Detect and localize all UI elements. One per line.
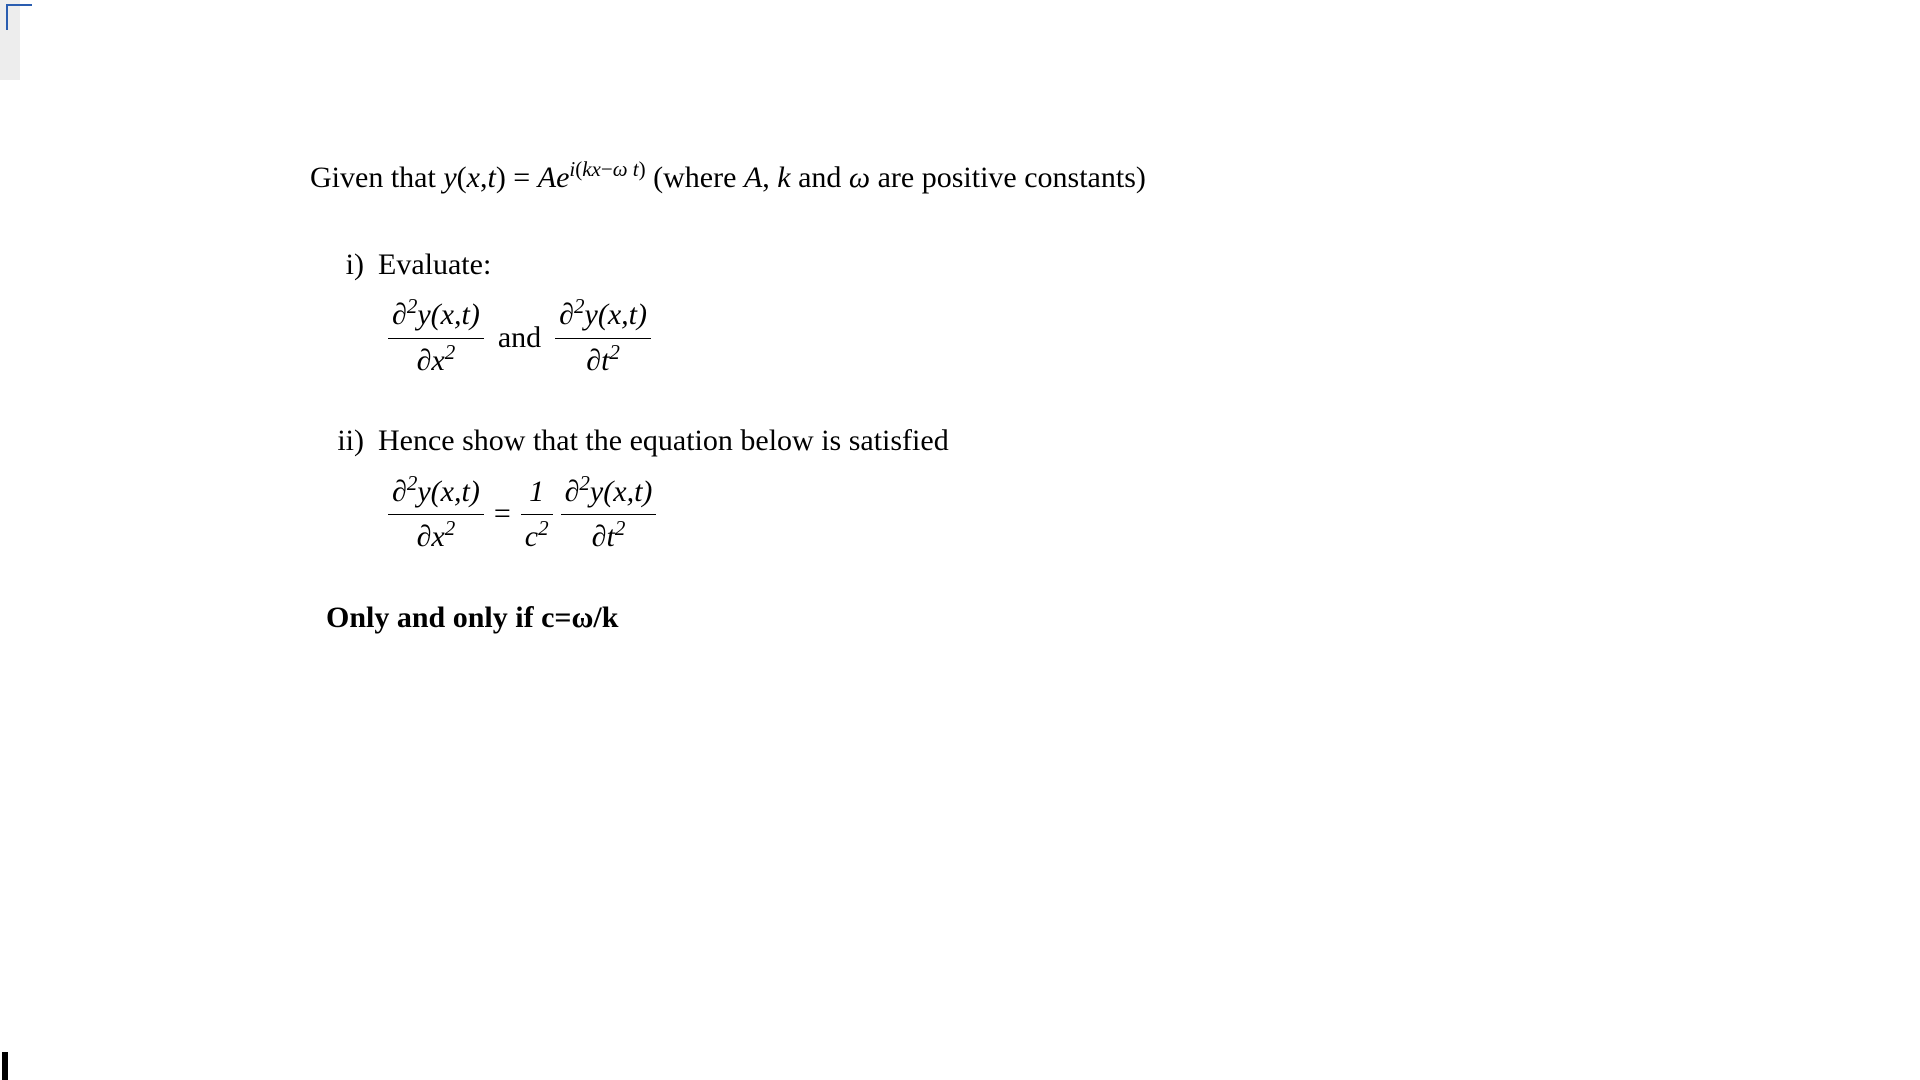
part-i-frac1-den: ∂x2 <box>388 339 484 382</box>
part-ii-lhs: ∂2y(x,t) ∂x2 <box>388 472 484 558</box>
given-line: Given that y(x,t) = Aei(kx−ω t) (where A… <box>310 158 1510 199</box>
document-content: Given that y(x,t) = Aei(kx−ω t) (where A… <box>310 158 1510 638</box>
part-ii-rhs: ∂2y(x,t) ∂t2 <box>561 472 657 558</box>
given-prefix: Given that <box>310 161 443 194</box>
page: Given that y(x,t) = Aei(kx−ω t) (where A… <box>0 0 1920 1080</box>
part-i-body: Evaluate: ∂2y(x,t) ∂x2 and ∂2y(x,t) ∂t2 <box>378 245 1510 382</box>
equals-sign: = <box>484 494 521 535</box>
part-ii-body: Hence show that the equation below is sa… <box>378 421 1510 558</box>
part-i-frac1: ∂2y(x,t) ∂x2 <box>388 295 484 381</box>
part-i-and: and <box>484 318 555 359</box>
given-suffix: (where A, k and ω are positive constants… <box>653 161 1146 194</box>
part-ii-lhs-num: ∂2y(x,t) <box>388 472 484 516</box>
part-i-label: Evaluate: <box>378 245 1510 286</box>
part-i-frac2-den: ∂t2 <box>555 339 651 382</box>
part-ii-label: Hence show that the equation below is sa… <box>378 421 1510 462</box>
part-ii-equation: ∂2y(x,t) ∂x2 = 1 c2 ∂2y(x,t) ∂t2 <box>388 472 1510 558</box>
part-ii-roman: ii) <box>310 421 378 462</box>
part-ii-rhs-num: ∂2y(x,t) <box>561 472 657 516</box>
condition-line: Only and only if c=ω/k <box>326 598 1510 639</box>
part-i: i) Evaluate: ∂2y(x,t) ∂x2 and ∂2y(x,t) ∂… <box>310 245 1510 382</box>
part-ii-coeff: 1 c2 <box>521 472 553 558</box>
part-ii-coeff-num: 1 <box>521 472 553 516</box>
part-ii-coeff-den: c2 <box>521 515 553 558</box>
given-equation: y(x,t) = Aei(kx−ω t) <box>443 161 645 194</box>
crop-mark-icon <box>6 4 32 30</box>
part-i-frac2-num: ∂2y(x,t) <box>555 295 651 339</box>
text-cursor-icon <box>2 1052 8 1080</box>
part-i-expression: ∂2y(x,t) ∂x2 and ∂2y(x,t) ∂t2 <box>388 295 1510 381</box>
part-i-frac1-num: ∂2y(x,t) <box>388 295 484 339</box>
part-i-frac2: ∂2y(x,t) ∂t2 <box>555 295 651 381</box>
part-ii: ii) Hence show that the equation below i… <box>310 421 1510 558</box>
part-ii-lhs-den: ∂x2 <box>388 515 484 558</box>
part-i-roman: i) <box>310 245 378 286</box>
part-ii-rhs-den: ∂t2 <box>561 515 657 558</box>
